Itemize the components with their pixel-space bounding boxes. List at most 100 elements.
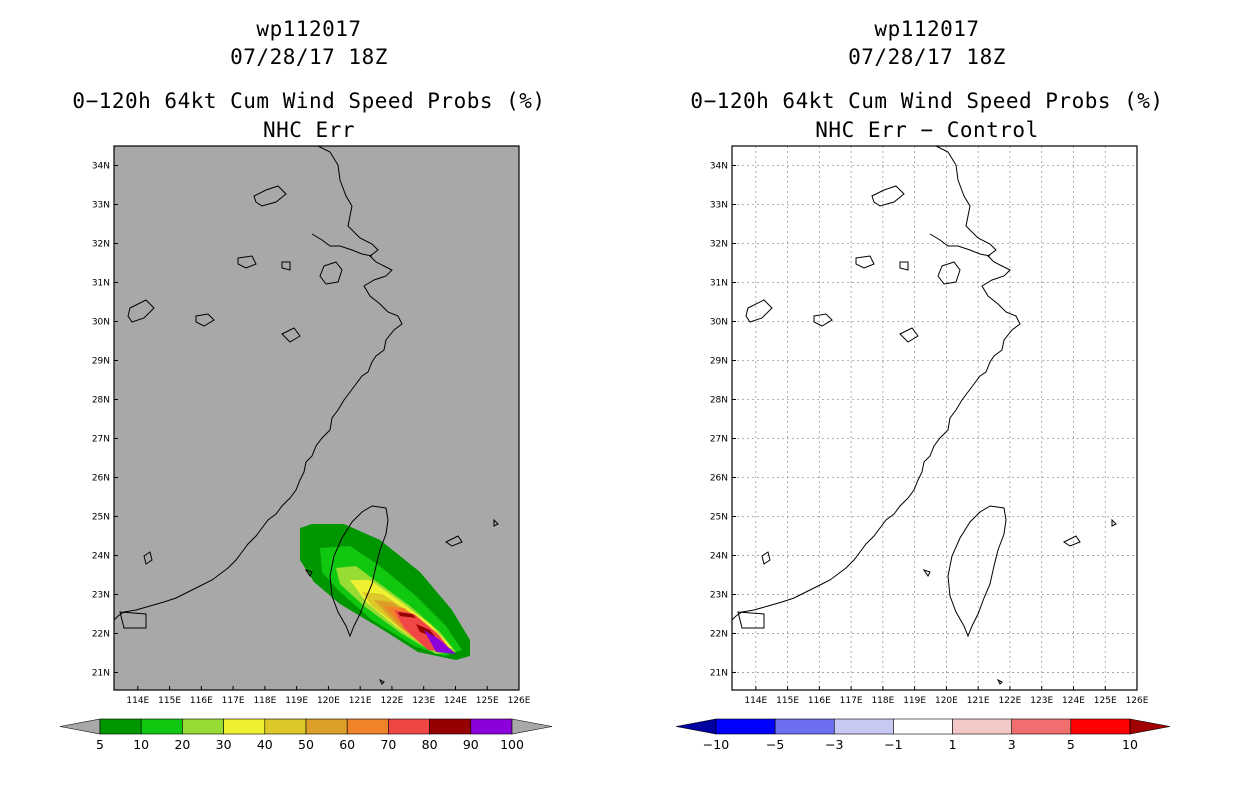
colorbar-label: −5 <box>766 737 784 752</box>
lon-label: 118E <box>871 696 894 706</box>
lon-label: 115E <box>158 696 181 706</box>
lat-label: 30N <box>92 317 110 327</box>
colorbar-segment <box>1070 718 1131 735</box>
probability-swath <box>300 524 470 660</box>
colorbar-label: 80 <box>422 737 438 752</box>
lat-label: 21N <box>92 668 110 678</box>
lat-label: 32N <box>710 239 728 249</box>
colorbar-low-arrow <box>59 718 101 735</box>
colorbar-label: 40 <box>257 737 273 752</box>
ryukyu-islands <box>1063 535 1081 547</box>
lat-label: 23N <box>710 590 728 600</box>
lat-label: 25N <box>92 512 110 522</box>
map-background <box>114 146 519 690</box>
colorbar-segment <box>833 718 894 735</box>
left-map: 21N 22N 23N 24N 25N 26N 27N 28N 29N 30N 31N 32N 33N 3… <box>59 145 553 752</box>
lat-label: 24N <box>710 551 728 561</box>
islet-2 <box>996 678 1003 685</box>
lon-label: 122E <box>381 696 404 706</box>
lon-label: 114E <box>126 696 149 706</box>
lat-label: 33N <box>710 200 728 210</box>
colorbar-segment <box>774 718 835 735</box>
lat-label: 27N <box>710 434 728 444</box>
colorbar-segment <box>388 718 430 735</box>
colorbar-label: 10 <box>133 737 149 752</box>
coastlines <box>113 145 499 685</box>
colorbar-segment <box>429 718 472 735</box>
colorbar-segment <box>264 718 307 735</box>
colorbar-high-arrow <box>511 718 553 735</box>
ryukyu-islands-2 <box>1111 518 1117 527</box>
colorbar-segment <box>346 718 389 735</box>
lon-label: 116E <box>808 696 831 706</box>
product-title: 0−120h 64kt Cum Wind Speed Probs (%) <box>690 89 1164 113</box>
left-panel: wp112017 07/28/17 18Z 0−120h 64kt Cum Wi… <box>59 17 553 752</box>
lon-ticks: 114E 115E 116E 117E 118E 119E 120E 121E 122E 123E… <box>126 686 531 706</box>
lon-label: 125E <box>1094 696 1117 706</box>
colorbar: 5 10 20 30 40 50 60 70 80 90 100 <box>59 718 553 752</box>
islet <box>761 551 771 565</box>
river-yangtze <box>929 233 991 257</box>
colorbar-segment <box>305 718 348 735</box>
colorbar-low-arrow <box>675 718 717 735</box>
lat-label: 24N <box>92 551 110 561</box>
dongting-lake <box>195 313 215 327</box>
colorbar-label: 5 <box>1067 737 1075 752</box>
lat-label: 21N <box>710 668 728 678</box>
map-frame <box>113 145 520 691</box>
colorbar-label: −1 <box>884 737 902 752</box>
lat-label: 33N <box>92 200 110 210</box>
colorbar-label: 70 <box>380 737 396 752</box>
coastlines <box>731 145 1117 685</box>
colorbar-label: 50 <box>298 737 314 752</box>
lake-1 <box>855 255 875 269</box>
datetime-title: 07/28/17 18Z <box>230 45 388 69</box>
lon-label: 126E <box>508 696 531 706</box>
hongze-lake <box>871 185 905 207</box>
lat-label: 31N <box>710 278 728 288</box>
lon-ticks: 114E 115E 116E 117E 118E 119E 120E 121E 122E 123E… <box>744 686 1149 706</box>
lon-label: 121E <box>967 696 990 706</box>
lake-1 <box>237 255 257 269</box>
lake-2 <box>281 261 291 271</box>
lon-label: 119E <box>285 696 308 706</box>
poyang-lake <box>745 299 773 323</box>
lon-label: 124E <box>1062 696 1085 706</box>
lake-2 <box>899 261 909 271</box>
river-yangtze <box>311 233 373 257</box>
lon-label: 117E <box>840 696 863 706</box>
lon-label: 125E <box>476 696 499 706</box>
colorbar-label: 90 <box>463 737 479 752</box>
lake-taihu <box>937 261 961 285</box>
colorbar-segment <box>140 718 183 735</box>
ryukyu-islands <box>445 535 463 547</box>
lat-label: 27N <box>92 434 110 444</box>
dongting-lake <box>813 313 833 327</box>
lat-label: 31N <box>92 278 110 288</box>
lat-label: 30N <box>710 317 728 327</box>
lat-label: 28N <box>710 395 728 405</box>
mainland-coastline <box>731 145 1021 621</box>
contour-80 <box>398 612 416 618</box>
lat-label: 29N <box>710 356 728 366</box>
taiwan-coastline <box>329 505 389 638</box>
lat-label: 26N <box>710 473 728 483</box>
lon-label: 126E <box>1126 696 1149 706</box>
lat-ticks: 21N 22N 23N 24N 25N 26N 27N 28N 29N 30N 31N 32N 33N 3… <box>710 161 736 678</box>
right-panel: wp112017 07/28/17 18Z 0−120h 64kt Cum Wi… <box>618 0 1236 800</box>
colorbar-segment <box>223 718 266 735</box>
colorbar-label: −3 <box>825 737 843 752</box>
lat-label: 34N <box>92 161 110 171</box>
colorbar: −10 −5 −3 −1 1 3 5 10 <box>675 718 1171 752</box>
right-map: 21N 22N 23N 24N 25N 26N 27N 28N 29N 30N 31N 32N 33N 3… <box>675 145 1171 752</box>
colorbar-label: 20 <box>174 737 190 752</box>
colorbar-segment <box>182 718 224 735</box>
colorbar-segment <box>715 718 776 735</box>
ryukyu-islands-2 <box>493 518 499 527</box>
reservoir <box>899 327 919 343</box>
lat-label: 22N <box>92 629 110 639</box>
penghu-islands <box>922 569 931 577</box>
penghu-islands <box>304 569 313 577</box>
colorbar-label: 10 <box>1122 737 1138 752</box>
datetime-title: 07/28/17 18Z <box>848 45 1006 69</box>
